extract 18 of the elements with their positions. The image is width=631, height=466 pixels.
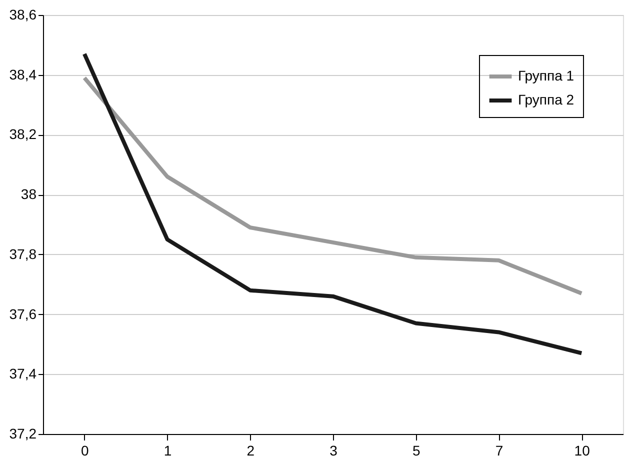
legend-label: Группа 2: [518, 92, 574, 108]
legend-label: Группа 1: [518, 68, 574, 84]
y-tick-label: 37,4: [9, 366, 37, 382]
y-tick-label: 38,2: [9, 126, 37, 142]
x-tick-label: 3: [330, 442, 338, 458]
y-tick-label: 38: [20, 186, 37, 202]
x-tick-label: 7: [495, 442, 504, 458]
x-tick-label: 1: [164, 442, 172, 458]
x-tick-label: 0: [81, 442, 90, 458]
y-tick-label: 37,2: [9, 426, 37, 442]
x-tick-label: 2: [246, 442, 255, 458]
y-tick-label: 37,8: [9, 246, 37, 262]
y-tick-label: 38,4: [9, 66, 37, 82]
line-series: [82, 52, 584, 356]
y-tick-label: 38,6: [9, 6, 37, 22]
x-tick-label: 10: [574, 442, 590, 458]
y-tick-label: 37,6: [9, 306, 37, 322]
x-tick-label: 5: [412, 442, 420, 458]
